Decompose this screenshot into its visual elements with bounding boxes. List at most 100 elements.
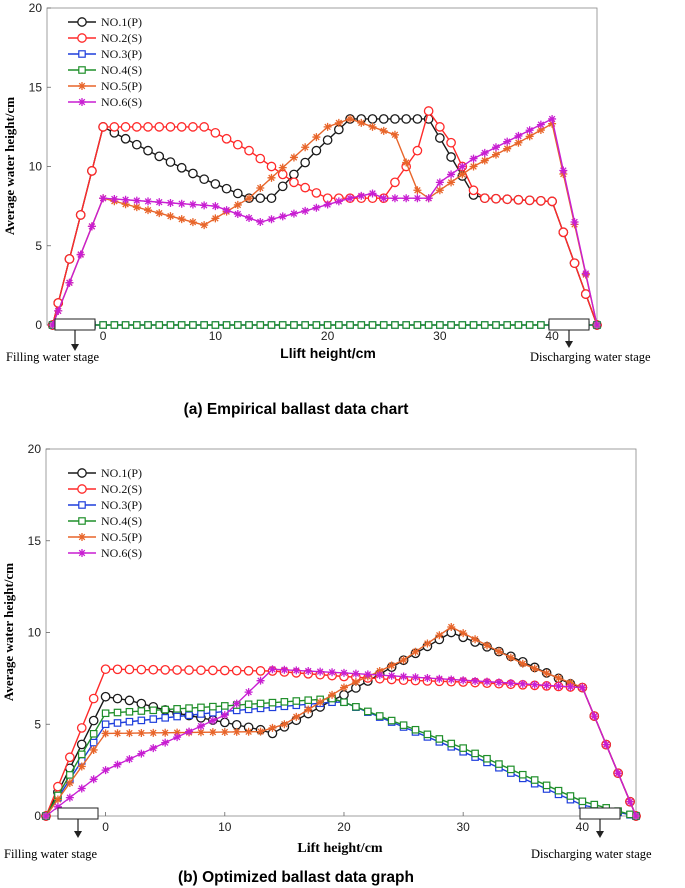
panel-b-data-point — [185, 704, 193, 712]
panel-a-data-point — [413, 194, 422, 203]
panel-a-data-point — [479, 193, 490, 204]
panel-b-data-point — [423, 639, 432, 648]
panel-a-legend-label: NO.2(S) — [101, 31, 142, 45]
panel-b-data-point — [530, 664, 539, 673]
panel-a-data-point — [131, 139, 142, 150]
panel-a-data-point — [435, 178, 444, 187]
panel-a-data-point — [402, 158, 411, 167]
panel-b-legend-item: NO.5(P) — [68, 530, 142, 544]
panel-a-data-point — [289, 209, 298, 218]
panel-a-data-point — [514, 138, 523, 147]
panel-a-data-point — [234, 321, 242, 329]
panel-b-data-point — [255, 666, 266, 676]
panel-a-data-point — [401, 114, 412, 124]
panel-b-data-point — [590, 800, 599, 809]
panel-b-data-point — [161, 738, 170, 747]
panel-a-data-point — [221, 183, 232, 194]
panel-a-data-point — [278, 212, 287, 221]
panel-b-data-point — [363, 670, 372, 679]
panel-a-data-point — [335, 321, 343, 329]
panel-a-legend-swatch-marker — [78, 66, 86, 74]
panel-a-data-point — [199, 174, 209, 185]
panel-b-data-point — [518, 770, 527, 779]
panel-a-data-point — [301, 143, 310, 152]
panel-a-data-point — [514, 131, 523, 140]
panel-b-data-point — [399, 672, 408, 681]
panel-a-series-line — [51, 118, 598, 326]
panel-b-data-point — [375, 712, 384, 720]
panel-a-data-point — [346, 321, 354, 329]
panel-a-data-point — [245, 321, 253, 329]
panel-b-data-point — [280, 720, 289, 729]
panel-b-data-point — [77, 784, 86, 793]
panel-a-data-point — [378, 114, 389, 124]
panel-a-data-point — [357, 118, 366, 127]
panel-a-data-point — [211, 202, 220, 211]
panel-b-data-point — [89, 745, 98, 754]
panel-b-data-point — [411, 673, 420, 682]
panel-a-series-no4 — [48, 321, 601, 329]
panel-b-data-point — [411, 725, 420, 734]
panel-a-data-point — [245, 214, 254, 223]
panel-a-x-tick-label: 30 — [433, 329, 447, 343]
panel-a-data-point — [480, 156, 489, 165]
panel-a-x-tick-label: 10 — [209, 329, 223, 343]
panel-a-data-point — [233, 200, 242, 209]
panel-b-data-point — [506, 679, 515, 688]
panel-a-data-point — [176, 122, 187, 132]
panel-b-y-tick-label: 15 — [28, 534, 42, 548]
panel-a-data-point — [458, 321, 467, 329]
panel-a-data-point — [278, 163, 287, 172]
panel-b-legend-swatch-marker — [77, 468, 87, 478]
panel-a-data-point — [99, 321, 107, 329]
panel-a-data-point — [131, 122, 142, 132]
panel-b-data-point — [483, 641, 492, 650]
panel-b-data-point — [340, 698, 348, 707]
panel-a-data-point — [199, 122, 209, 132]
panel-a-data-point — [446, 152, 456, 162]
panel-a-series-line — [51, 118, 598, 326]
panel-a-data-point — [311, 145, 322, 156]
panel-b-data-point — [53, 795, 62, 804]
panel-a-data-point — [87, 166, 97, 176]
panel-b-data-point — [136, 664, 147, 675]
panel-a-data-point — [312, 203, 321, 212]
panel-b-data-point — [232, 699, 241, 708]
panel-a-series-no6 — [48, 114, 601, 329]
panel-b-y-label: Average water height/cm — [1, 563, 16, 701]
panel-b-data-point — [113, 708, 122, 717]
panel-a-data-point — [334, 118, 343, 127]
panel-a-data-point — [390, 177, 400, 188]
panel-a-data-point — [232, 139, 243, 150]
panel-a-data-point — [211, 321, 220, 329]
panel-b-data-point — [435, 735, 444, 743]
panel-b-legend-swatch-marker — [78, 533, 86, 541]
panel-a-series-no1 — [47, 114, 602, 330]
panel-a-data-point — [99, 194, 108, 203]
panel-a-data-point — [256, 184, 265, 193]
panel-a-data-point — [76, 250, 85, 259]
panel-a-data-point — [357, 321, 366, 329]
panel-b-y-tick-label: 10 — [28, 626, 42, 640]
panel-b-data-point — [268, 698, 277, 707]
panel-a-data-point — [412, 114, 423, 124]
panel-a-data-point — [357, 191, 366, 200]
panel-b-filling-stage-arrow — [57, 807, 99, 838]
panel-b-data-point — [459, 629, 468, 638]
panel-b-data-point — [602, 740, 611, 749]
panel-b-data-point — [76, 739, 87, 750]
panel-a-data-point — [390, 130, 399, 139]
panel-b-legend-label: NO.2(S) — [101, 482, 142, 496]
panel-b-data-point — [232, 727, 241, 736]
panel-a-data-point — [423, 106, 434, 116]
panel-b-data-point — [197, 703, 205, 712]
panel-b-data-point — [435, 674, 444, 683]
panel-a-legend-item: NO.1(P) — [68, 15, 142, 29]
panel-b-data-point — [506, 653, 515, 662]
panel-b-data-point — [88, 693, 99, 704]
panel-b-discharging-stage-label: Discharging water stage — [531, 847, 652, 861]
panel-b-data-point — [459, 676, 468, 685]
panel-b-data-point — [89, 729, 98, 738]
panel-a-data-point — [144, 206, 153, 215]
